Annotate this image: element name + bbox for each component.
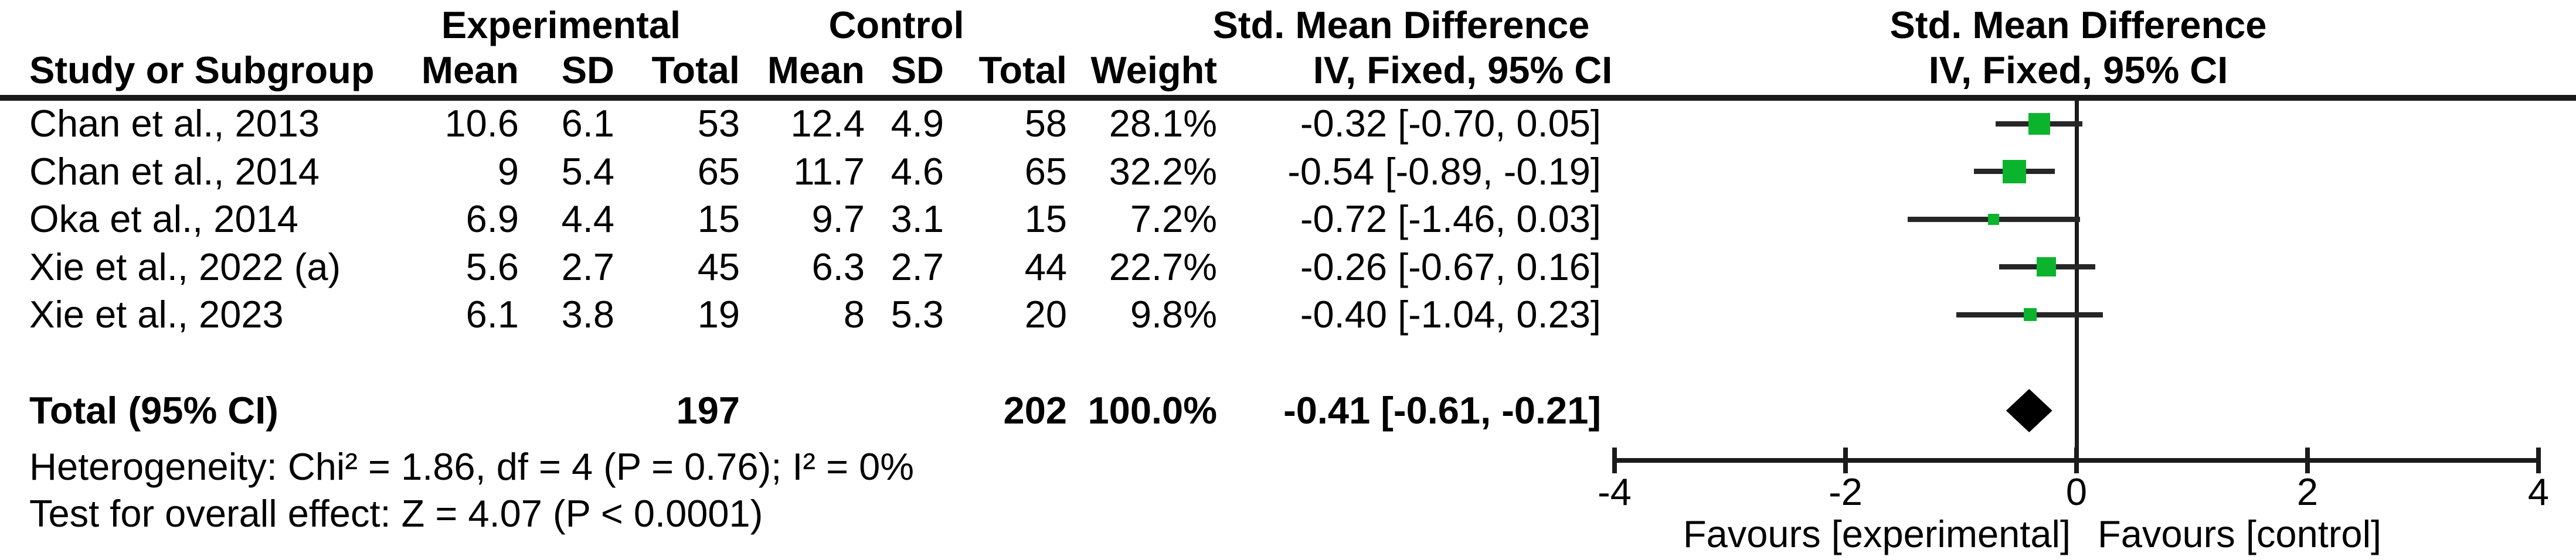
exp-sd-column-header: SD [561,49,614,91]
cell-weight: 28.1% [1109,102,1217,145]
cell-ctrl_total: 20 [1024,293,1067,336]
axis-tick [2074,448,2079,473]
cell-ci-text: -0.32 [-0.70, 0.05] [1300,102,1601,145]
exp-mean-column-header: Mean [421,49,519,91]
study-name: Xie et al., 2023 [29,293,284,336]
cell-exp_total: 19 [697,293,740,336]
cell-exp_mean: 6.9 [465,197,519,240]
axis-tick-label: 0 [2065,470,2088,513]
exp-total-column-header: Total [651,49,740,91]
cell-exp_total: 53 [697,102,740,145]
axis-tick-label: 2 [2296,470,2319,513]
overall-effect-test: Test for overall effect: Z = 4.07 (P < 0… [29,492,763,535]
cell-ctrl_sd: 5.3 [891,293,944,336]
cell-ctrl_sd: 2.7 [891,245,944,288]
cell-ctrl_sd: 3.1 [891,197,944,240]
cell-ctrl_mean: 11.7 [793,149,865,193]
study-marker [2037,257,2057,276]
axis-tick-label: -2 [1829,470,1863,513]
cell-ctrl_sd: 4.6 [891,149,944,193]
cell-weight: 9.8% [1130,293,1217,336]
cell-weight: 7.2% [1130,197,1217,240]
pooled-diamond [2006,389,2052,432]
ctrl-total-column-header: Total [978,49,1067,91]
cell-exp_mean: 10.6 [444,102,519,145]
study-marker [2024,308,2037,321]
cell-exp_sd: 5.4 [561,149,614,193]
axis-tick-label: -4 [1598,470,1632,513]
heterogeneity-stats: Heterogeneity: Chi² = 1.86, df = 4 (P = … [29,445,915,488]
cell-ctrl_total: 15 [1024,197,1067,240]
cell-exp_total: 45 [697,245,740,288]
ctrl-sd-column-header: SD [891,49,944,91]
cell-ctrl_total: 58 [1024,102,1067,145]
study-name: Chan et al., 2013 [29,102,320,145]
cell-weight: 32.2% [1109,149,1217,193]
study-marker [2028,112,2051,135]
favours-right-label: Favours [control] [2098,513,2382,555]
cell-exp_mean: 9 [497,149,519,193]
weight-column-header: Weight [1090,49,1217,91]
cell-ci-text: -0.26 [-0.67, 0.16] [1300,245,1601,288]
study-name: Oka et al., 2014 [29,197,298,240]
total-ci-text: -0.41 [-0.61, -0.21] [1283,389,1601,432]
cell-exp_total: 15 [697,197,740,240]
axis-tick [1612,448,1617,473]
total-ctrl-n: 202 [1003,389,1067,432]
cell-exp_mean: 5.6 [465,245,519,288]
total-exp-n: 197 [676,389,740,432]
axis-tick-label: 4 [2527,470,2550,513]
cell-exp_mean: 6.1 [465,293,519,336]
cell-weight: 22.7% [1109,245,1217,288]
cell-ctrl_mean: 12.4 [790,102,865,145]
study-name: Chan et al., 2014 [29,149,320,193]
axis-tick [1843,448,1848,473]
study-marker [2002,159,2026,183]
study-name: Xie et al., 2022 (a) [29,245,341,288]
cell-exp_total: 65 [697,149,740,193]
cell-exp_sd: 6.1 [561,102,614,145]
study-marker [1987,213,1999,225]
axis-tick [2305,448,2310,473]
plot-header-line2: IV, Fixed, 95% CI [1928,49,2228,91]
total-row-label: Total (95% CI) [29,389,278,432]
cell-exp_sd: 4.4 [561,197,614,240]
study-column-header: Study or Subgroup [29,49,375,91]
zero-effect-line [2075,101,2079,460]
cell-exp_sd: 3.8 [561,293,614,336]
total-weight: 100.0% [1088,389,1217,432]
cell-ci-text: -0.40 [-1.04, 0.23] [1300,293,1601,336]
effect-column-header-line1: Std. Mean Difference [1212,4,1590,46]
header-separator-line [0,95,2576,101]
cell-ctrl_total: 44 [1024,245,1067,288]
cell-ctrl_mean: 6.3 [811,245,865,288]
ctrl-mean-column-header: Mean [767,49,865,91]
cell-exp_sd: 2.7 [561,245,614,288]
experimental-group-header: Experimental [441,4,681,46]
cell-ctrl_total: 65 [1024,149,1067,193]
axis-tick [2536,448,2541,473]
cell-ctrl_mean: 9.7 [811,197,865,240]
cell-ctrl_mean: 8 [843,293,865,336]
cell-ci-text: -0.54 [-0.89, -0.19] [1287,149,1601,193]
effect-column-header-line2: IV, Fixed, 95% CI [1313,49,1613,91]
favours-left-label: Favours [experimental] [1683,513,2071,555]
cell-ctrl_sd: 4.9 [891,102,944,145]
plot-header-line1: Std. Mean Difference [1889,4,2267,46]
control-group-header: Control [828,4,964,46]
cell-ci-text: -0.72 [-1.46, 0.03] [1300,197,1601,240]
